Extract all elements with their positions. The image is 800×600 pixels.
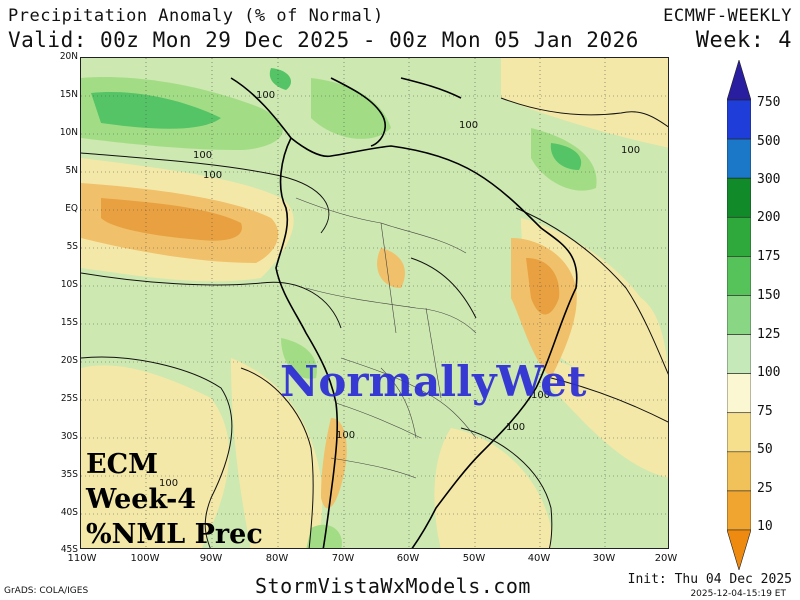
- contour-label-group: 100 100 100 100 100 100 100 100 100: [159, 90, 640, 489]
- colorbar: [727, 60, 751, 570]
- colorbar-segment: [727, 490, 751, 531]
- condition-watermark: NormallyWet: [280, 357, 587, 406]
- lon-label-110w: 110W: [67, 553, 97, 564]
- contour-label: 100: [459, 120, 478, 131]
- lon-label-100w: 100W: [130, 553, 160, 564]
- contour-label: 100: [159, 478, 178, 489]
- country-borders: [295, 197, 477, 479]
- lat-label-20n: 20N: [59, 51, 78, 62]
- colorbar-label: 300: [757, 172, 781, 187]
- colorbar-label: 10: [757, 519, 773, 534]
- lat-label-eq: EQ: [65, 203, 78, 214]
- lat-label-40s: 40S: [60, 507, 78, 518]
- colorbar-segment: [727, 99, 751, 140]
- colorbar-label: 200: [757, 210, 781, 225]
- colorbar-label: 150: [757, 288, 781, 303]
- grads-credit: GrADS: COLA/IGES: [4, 586, 89, 596]
- lat-label-5s: 5S: [66, 241, 78, 252]
- colorbar-label: 750: [757, 95, 781, 110]
- lon-label-80w: 80W: [265, 553, 289, 564]
- lat-label-5n: 5N: [65, 165, 78, 176]
- contour-label: 100: [506, 422, 525, 433]
- colorbar-segment: [727, 334, 751, 374]
- colorbar-segment: [727, 412, 751, 453]
- generated-timestamp: 2025-12-04-15:19 ET: [690, 589, 786, 599]
- stamp-variable: %NML Prec: [86, 519, 263, 550]
- contour-label: 100: [621, 145, 640, 156]
- colorbar-segment: [727, 451, 751, 492]
- colorbar-segment: [727, 138, 751, 179]
- lat-label-45s: 45S: [60, 544, 78, 555]
- anomaly-map-canvas: 100 100 100 100 100 100 100 100 100: [81, 58, 668, 548]
- colorbar-label: 500: [757, 134, 781, 149]
- site-name: StormVistaWxModels.com: [255, 574, 531, 598]
- very-wet-regions: [91, 68, 582, 170]
- week-label: Week: 4: [695, 28, 792, 53]
- lon-label-20w: 20W: [654, 553, 678, 564]
- colorbar-segment: [727, 295, 751, 335]
- valid-time: Valid: 00z Mon 29 Dec 2025 - 00z Mon 05 …: [8, 28, 639, 52]
- colorbar-segment: [727, 216, 751, 257]
- lon-label-50w: 50W: [462, 553, 486, 564]
- dry-regions: [81, 58, 668, 548]
- lon-label-30w: 30W: [592, 553, 616, 564]
- contour-label: 100: [193, 150, 212, 161]
- init-time: Init: Thu 04 Dec 2025: [627, 572, 792, 587]
- model-name: ECMWF-WEEKLY: [663, 6, 792, 26]
- anomaly-map: 100 100 100 100 100 100 100 100 100: [80, 57, 669, 549]
- colorbar-segment: [727, 373, 751, 414]
- lon-label-40w: 40W: [527, 553, 551, 564]
- chart-title: Precipitation Anomaly (% of Normal): [8, 6, 384, 26]
- colorbar-label: 75: [757, 404, 773, 419]
- contour-label: 100: [256, 90, 275, 101]
- colorbar-segment: [727, 256, 751, 296]
- lat-label-35s: 35S: [60, 469, 78, 480]
- stamp-week: Week-4: [86, 484, 197, 515]
- contour-label: 100: [336, 430, 355, 441]
- contour-lines: [81, 97, 668, 548]
- colorbar-top-arrow: [727, 60, 751, 101]
- lon-label-60w: 60W: [396, 553, 420, 564]
- lon-label-70w: 70W: [331, 553, 355, 564]
- contour-label: 100: [203, 170, 222, 181]
- lat-label-10s: 10S: [60, 279, 78, 290]
- colorbar-segment: [727, 177, 751, 218]
- colorbar-bottom-arrow: [727, 529, 751, 570]
- lat-label-15n: 15N: [59, 89, 78, 100]
- stamp-model: ECM: [86, 449, 158, 480]
- lat-label-30s: 30S: [60, 431, 78, 442]
- colorbar-label: 125: [757, 327, 781, 342]
- lat-label-15s: 15S: [60, 317, 78, 328]
- lat-label-20s: 20S: [60, 355, 78, 366]
- colorbar-label: 25: [757, 481, 773, 496]
- extreme-dry-regions: [101, 198, 560, 315]
- colorbar-label: 50: [757, 442, 773, 457]
- lat-label-25s: 25S: [60, 393, 78, 404]
- lat-label-10n: 10N: [59, 127, 78, 138]
- colorbar-label: 175: [757, 249, 781, 264]
- contour-label: 100: [531, 390, 550, 401]
- coastlines: [230, 77, 578, 548]
- lon-label-90w: 90W: [199, 553, 223, 564]
- colorbar-label: 100: [757, 365, 781, 380]
